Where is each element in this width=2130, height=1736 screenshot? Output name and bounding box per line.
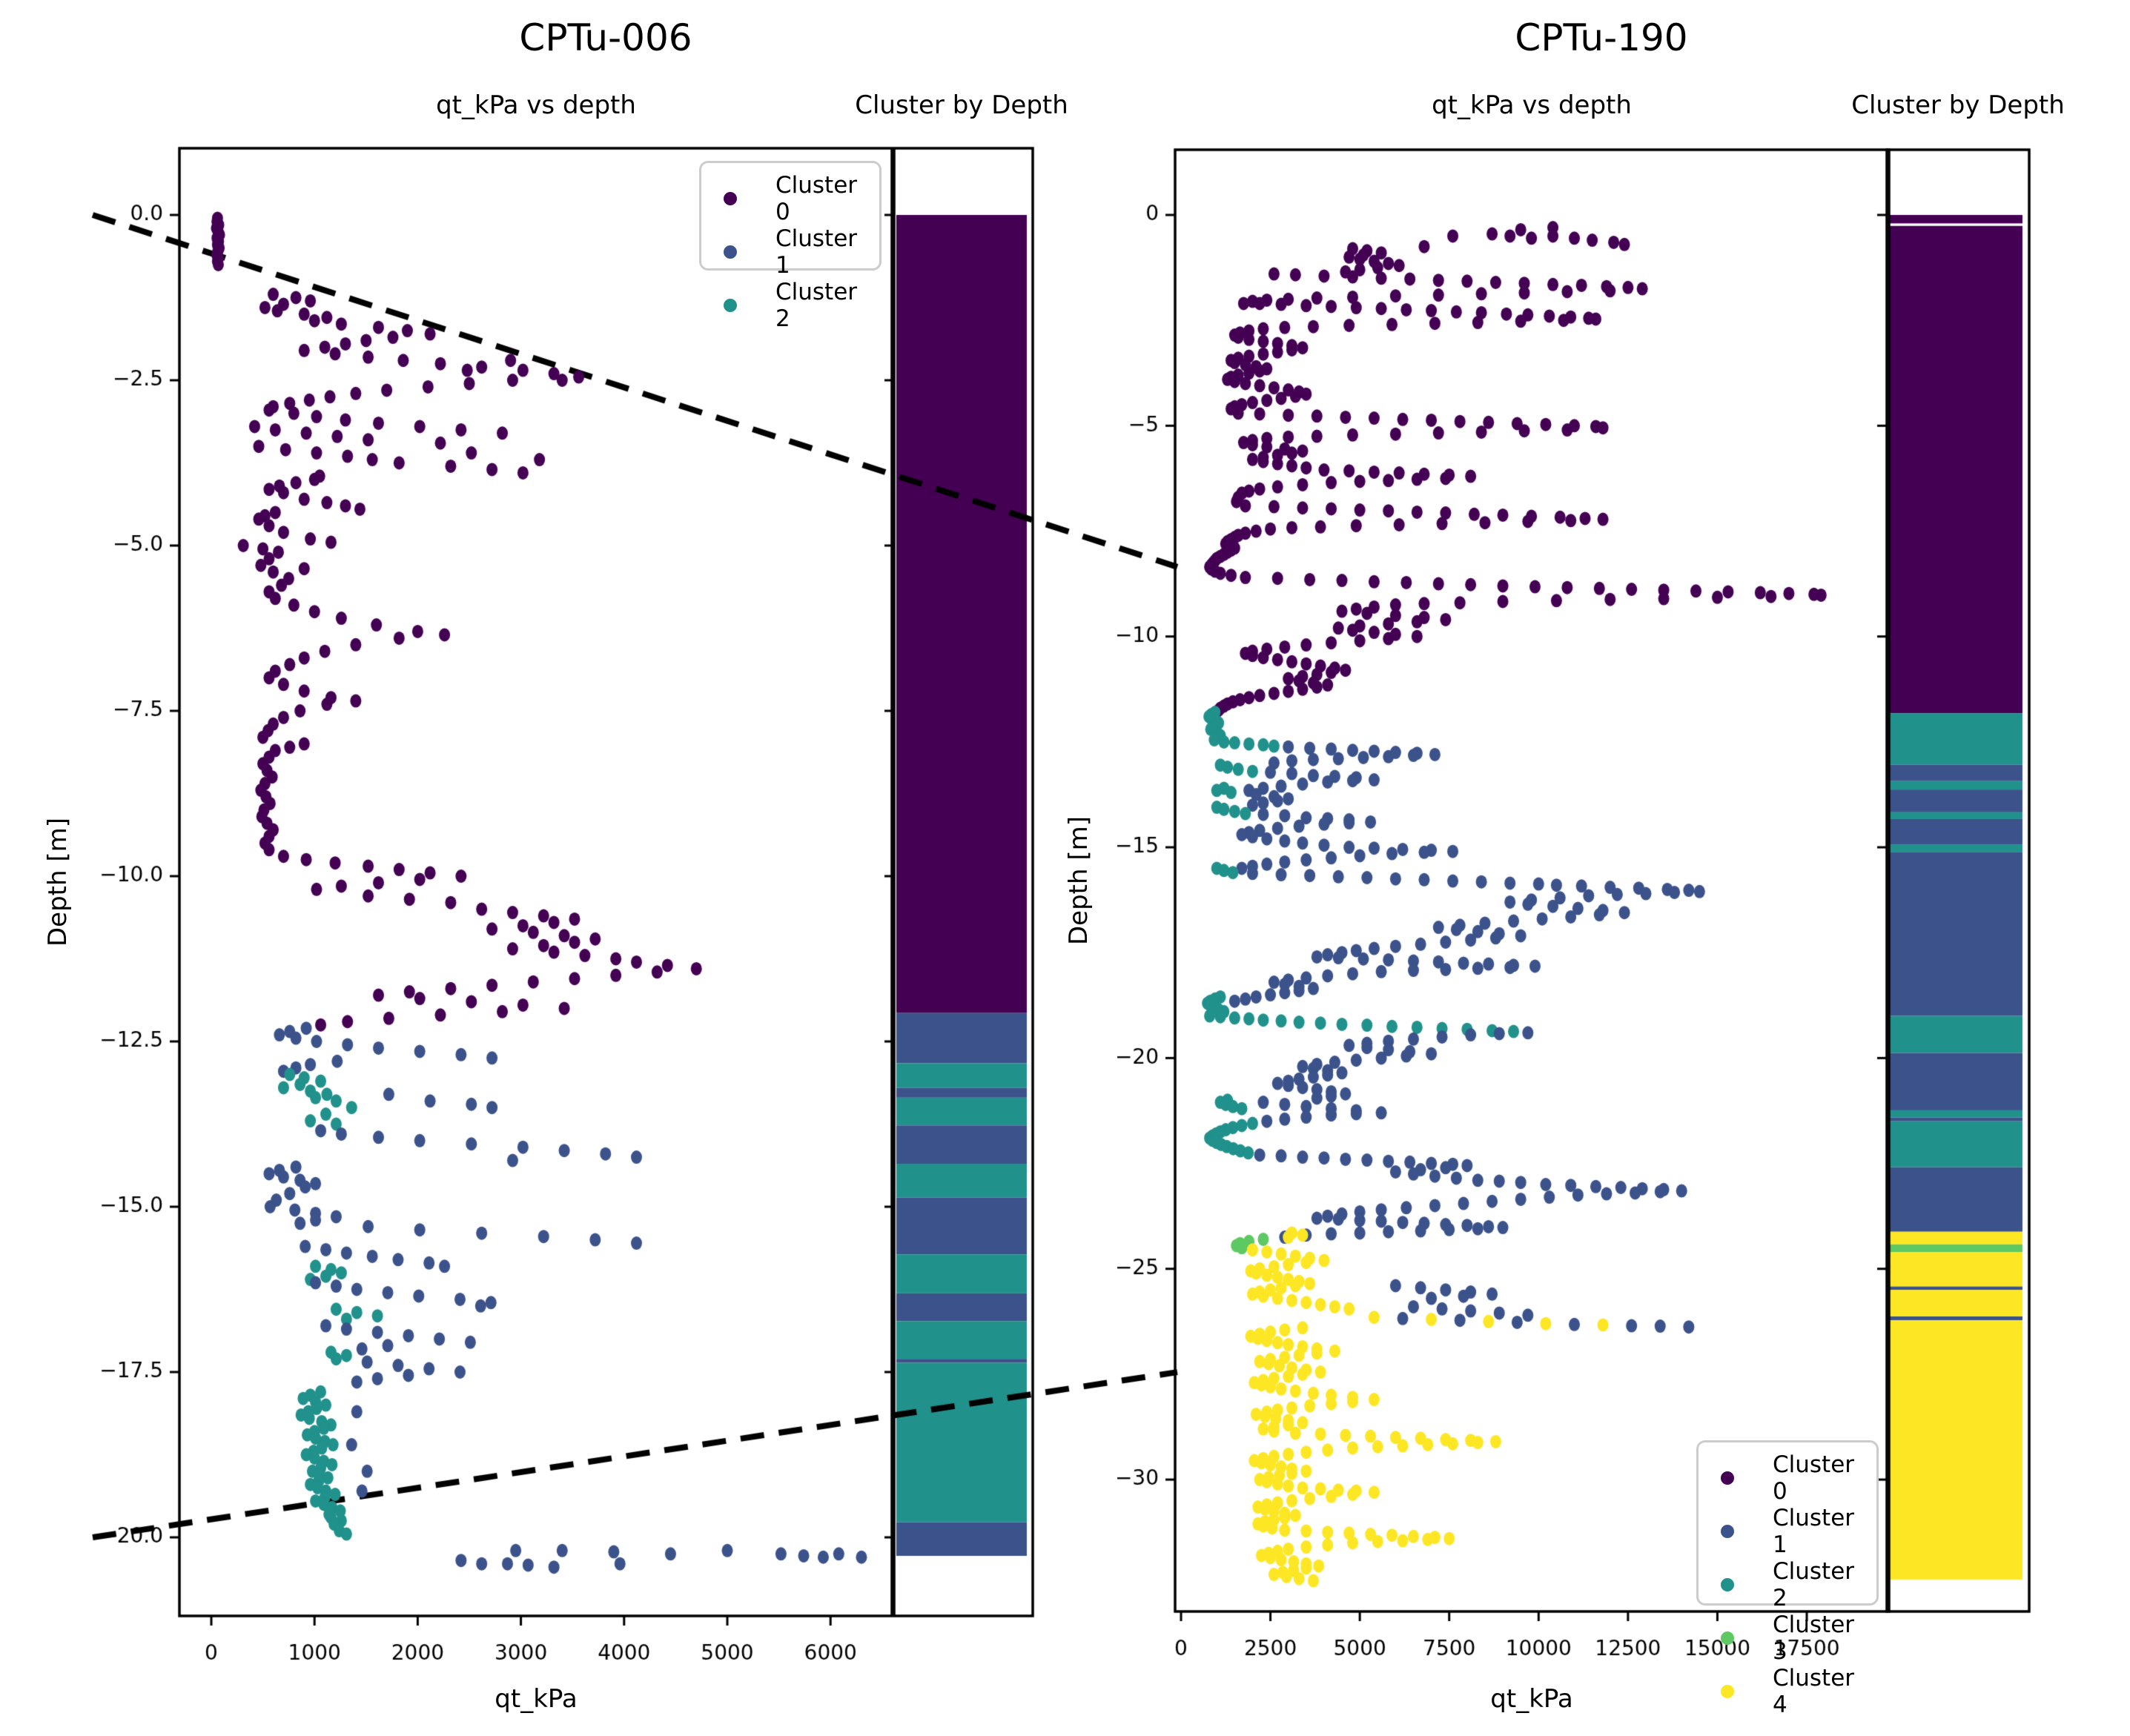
left-plot-legend: Cluster 0 Cluster 1 Cluster 2 [699,161,882,332]
right-clusterbar-title: Cluster by Depth [1851,90,2065,120]
right-y-axis-label: Depth [m] [1064,815,1094,946]
cluster-2-marker-icon [1721,1578,1734,1591]
cluster-3-marker-icon [1721,1631,1734,1645]
cluster-1-marker-icon [724,245,737,259]
right-legend-item-3: Cluster 3 [1721,1611,1857,1665]
left-legend-item-0: Cluster 0 [724,172,860,225]
cluster-2-marker-icon [724,299,737,312]
right-legend-item-1: Cluster 1 [1721,1505,1857,1558]
left-scatter-subtitle: qt_kPa vs depth [436,90,636,120]
left-y-axis-label: Depth [m] [43,817,73,947]
right-legend-label-3: Cluster 3 [1773,1611,1855,1665]
left-legend-item-1: Cluster 1 [724,225,860,279]
right-figure-title: CPTu-190 [1515,16,1688,59]
right-legend-item-0: Cluster 0 [1721,1451,1857,1505]
right-legend-item-2: Cluster 2 [1721,1558,1857,1611]
right-legend-label-4: Cluster 4 [1773,1665,1855,1718]
right-x-axis-label: qt_kPa [1490,1684,1573,1714]
left-x-axis-label: qt_kPa [495,1684,578,1714]
right-legend-label-0: Cluster 0 [1773,1451,1855,1505]
left-legend-label-1: Cluster 1 [775,225,858,279]
right-scatter-subtitle: qt_kPa vs depth [1432,90,1632,120]
left-legend-label-2: Cluster 2 [775,279,858,332]
right-legend-item-4: Cluster 4 [1721,1665,1857,1718]
left-figure-title: CPTu-006 [519,16,692,59]
cluster-1-marker-icon [1721,1525,1734,1538]
left-clusterbar-title: Cluster by Depth [855,90,1068,120]
right-legend-label-2: Cluster 2 [1773,1558,1855,1611]
left-legend-label-0: Cluster 0 [775,172,858,225]
right-plot-legend: Cluster 0 Cluster 1 Cluster 2 Cluster 3 Clus… [1696,1440,1879,1718]
cluster-0-marker-icon [724,192,737,205]
left-legend-item-2: Cluster 2 [724,279,860,332]
cluster-0-marker-icon [1721,1471,1734,1485]
right-legend-label-1: Cluster 1 [1773,1505,1855,1558]
cluster-4-marker-icon [1721,1685,1734,1698]
